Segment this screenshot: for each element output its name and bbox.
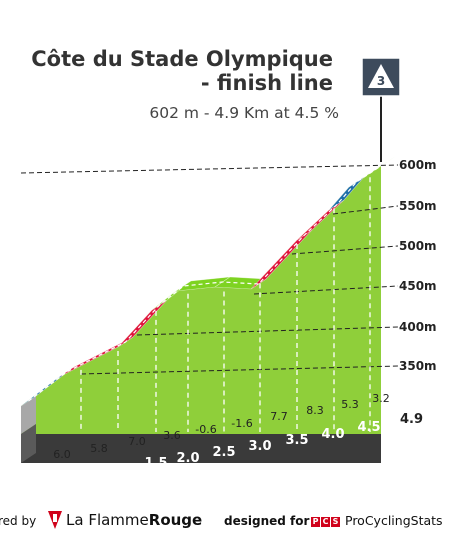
km-marker-label: 4.0 xyxy=(321,427,344,442)
km-marker-label: 4.5 xyxy=(357,420,380,435)
km-marker-label: 2.0 xyxy=(176,451,199,466)
km-marker-label: 1.5 xyxy=(144,456,167,471)
profile-base-side xyxy=(21,424,36,463)
powered-by-text: red by xyxy=(0,514,37,528)
climb-name-line1: Côte du Stade Olympique xyxy=(31,47,333,71)
altitude-tick-label: 550m xyxy=(399,199,437,213)
altitude-tick-label: 350m xyxy=(399,359,437,373)
altitude-tick-label: 450m xyxy=(399,279,437,293)
pcs-badge-p: P xyxy=(311,517,320,527)
km-marker-label: 3.0 xyxy=(248,439,271,454)
altitude-grid-line xyxy=(291,245,399,255)
climb-name-line2: - finish line xyxy=(200,71,333,95)
gradient-label: -0.6 xyxy=(195,423,216,436)
gradient-label: 5.3 xyxy=(341,398,359,411)
pcs-badge-c: C xyxy=(321,517,330,527)
flame-icon xyxy=(48,511,62,529)
total-distance-label: 4.9 xyxy=(400,412,423,427)
elevation-profile: 350m 400m 450m 500m 550m 600m 6.0 5.8 7.0 3.6 -0.6… xyxy=(20,57,437,482)
climb-title: Côte du Stade Olympique - finish line xyxy=(31,47,333,95)
km-marker-label: 0.5 xyxy=(70,467,93,482)
altitude-grid-line xyxy=(80,365,399,375)
km-marker-label: 2.5 xyxy=(212,445,235,460)
gradient-label: 8.3 xyxy=(306,404,324,417)
brand-part1: La Flamme xyxy=(66,511,149,529)
gradient-label: 3.6 xyxy=(163,429,181,442)
profile-side-face xyxy=(21,396,36,434)
gradient-label: 5.8 xyxy=(90,442,108,455)
designed-for-text: designed for xyxy=(224,514,310,528)
climb-stats: 602 m - 4.9 Km at 4.5 % xyxy=(149,104,339,122)
altitude-grid-line xyxy=(136,326,399,336)
footer: red by La FlammeRouge designed for P C S Pr… xyxy=(0,511,455,533)
gradient-label: 3.2 xyxy=(372,392,390,405)
gradient-label: 7.0 xyxy=(128,435,146,448)
altitude-tick-label: 500m xyxy=(399,239,437,253)
la-flamme-rouge-logo[interactable]: La FlammeRouge xyxy=(48,511,202,529)
profile-front-face xyxy=(21,166,381,434)
category-number: 3 xyxy=(377,74,385,88)
pcs-logo[interactable]: P C S ProCyclingStats xyxy=(311,513,443,528)
gradient-label: -1.6 xyxy=(231,417,252,430)
km-marker-label: 3.5 xyxy=(285,433,308,448)
altitude-grid-line xyxy=(332,205,399,215)
category-badge: 3 xyxy=(361,57,401,97)
altitude-tick-label: 600m xyxy=(399,158,437,172)
altitude-tick-label: 400m xyxy=(399,320,437,334)
gradient-label: 7.7 xyxy=(270,410,288,423)
brand-part2: Rouge xyxy=(148,511,203,529)
km-marker-label: 1.0 xyxy=(106,462,129,477)
altitude-grid-line xyxy=(20,164,399,174)
profile-base xyxy=(21,434,381,463)
pcs-badge-s: S xyxy=(331,517,340,527)
altitude-grid-line xyxy=(253,285,399,295)
gradient-label: 6.0 xyxy=(53,448,71,461)
pcs-name: ProCyclingStats xyxy=(345,513,443,528)
ridge-centre-line xyxy=(28,160,389,402)
